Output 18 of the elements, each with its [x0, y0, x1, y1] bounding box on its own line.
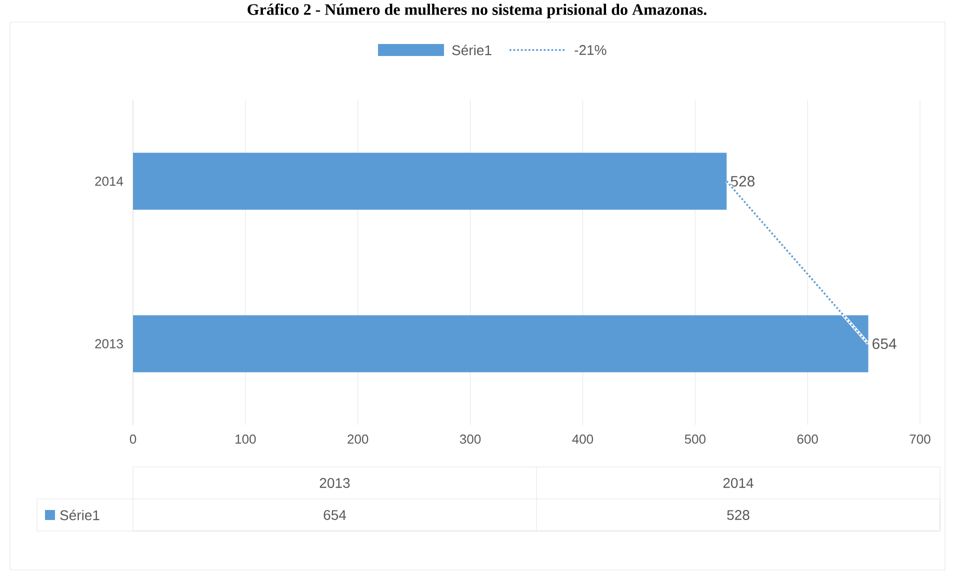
x-tick-label: 400 [572, 434, 594, 444]
text: 654 [324, 510, 346, 520]
category-label: 2014 [723, 478, 754, 488]
data-label: 654 [872, 338, 896, 350]
x-tick-label: 700 [910, 434, 930, 444]
chart-title: Gráfico 2 - Número de mulheres no sistema prisional do Amazonas. [248, 4, 706, 18]
x-tick-label: 500 [684, 434, 706, 444]
x-tick-label: 100 [236, 434, 256, 444]
x-tick-label: 300 [460, 434, 481, 444]
x-tick-label: 200 [348, 434, 368, 444]
text: Série1 [60, 510, 100, 520]
legend-label: -21% [574, 45, 606, 55]
category-label: 2013 [320, 478, 350, 488]
x-tick-label: 600 [797, 434, 818, 444]
data-label: 528 [730, 176, 755, 187]
x-tick-label: 0 [130, 434, 136, 444]
legend-label: Série1 [452, 44, 492, 56]
text: 528 [727, 510, 750, 520]
